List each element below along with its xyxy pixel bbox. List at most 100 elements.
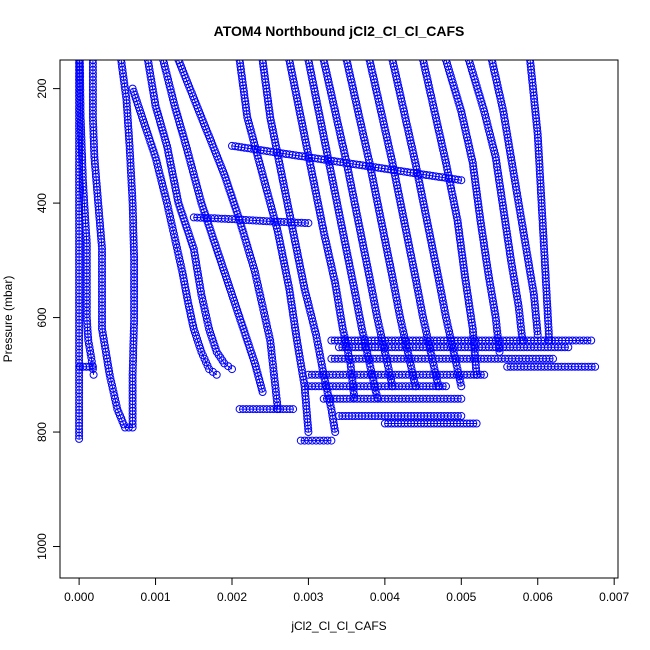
data-point — [459, 264, 468, 272]
data-point — [399, 213, 408, 222]
data-point — [236, 62, 245, 71]
data-point — [308, 78, 317, 87]
data-point — [320, 155, 329, 164]
data-point — [363, 264, 372, 272]
data-point — [455, 232, 464, 241]
data-point — [286, 60, 294, 68]
data-point — [386, 260, 394, 269]
data-point — [406, 248, 415, 257]
data-point — [281, 189, 290, 198]
data-point — [163, 141, 171, 150]
data-point — [308, 173, 317, 182]
data-point — [260, 71, 269, 80]
data-point — [75, 418, 84, 427]
data-point — [121, 423, 129, 432]
data-point — [452, 213, 461, 222]
data-point — [302, 141, 311, 150]
data-point — [272, 148, 281, 157]
data-point — [299, 126, 308, 134]
profile-series — [503, 362, 600, 371]
data-point — [454, 225, 463, 234]
data-point — [278, 173, 287, 182]
data-point — [264, 100, 273, 109]
data-point — [284, 205, 293, 214]
data-point — [280, 186, 289, 195]
data-point — [396, 197, 405, 206]
data-point — [402, 229, 411, 237]
data-point — [383, 248, 392, 257]
data-point — [549, 354, 557, 363]
data-point — [117, 60, 126, 64]
data-point — [545, 354, 554, 363]
profile-series — [319, 394, 466, 403]
data-point — [390, 166, 399, 175]
data-point — [415, 181, 424, 190]
data-point — [501, 217, 510, 226]
data-point — [262, 87, 271, 96]
data-point — [256, 146, 265, 155]
data-point — [333, 202, 342, 211]
data-point — [234, 142, 243, 151]
data-point — [240, 91, 249, 99]
data-point — [426, 232, 435, 241]
data-point — [431, 260, 440, 269]
x-tick-label: 0.004 — [370, 590, 400, 604]
profile-series — [464, 60, 527, 345]
data-point — [263, 94, 272, 103]
data-point — [459, 257, 467, 266]
profile-series — [380, 419, 481, 428]
data-point — [564, 343, 573, 352]
data-point — [297, 269, 306, 278]
data-point — [298, 152, 307, 161]
data-point — [294, 151, 303, 160]
data-point — [408, 260, 417, 269]
data-point — [343, 250, 352, 258]
data-point — [314, 154, 322, 163]
data-point — [425, 229, 434, 237]
data-layer — [75, 60, 600, 445]
profile-series — [304, 370, 489, 379]
data-point — [171, 186, 180, 195]
y-axis-label: Pressure (mbar) — [1, 276, 15, 363]
data-point — [239, 87, 248, 96]
data-point — [181, 283, 190, 292]
data-point — [360, 248, 369, 257]
profile-series — [327, 354, 557, 363]
data-point — [260, 68, 269, 77]
data-point — [347, 184, 356, 193]
data-point — [441, 173, 450, 182]
data-point — [241, 100, 250, 109]
data-point — [250, 145, 259, 154]
data-point — [456, 238, 465, 247]
data-point — [87, 353, 96, 362]
data-point — [281, 265, 290, 274]
profile-series — [526, 60, 554, 345]
data-point — [498, 198, 507, 207]
data-point — [318, 126, 327, 134]
data-point — [315, 436, 324, 445]
profile-series — [296, 436, 336, 445]
data-point — [165, 154, 174, 163]
data-point — [457, 412, 466, 420]
data-point — [311, 91, 320, 99]
data-point — [286, 291, 295, 300]
data-point — [453, 394, 462, 403]
data-point — [284, 202, 292, 211]
data-point — [289, 405, 298, 414]
data-point — [321, 138, 329, 147]
data-point — [312, 94, 321, 103]
data-point — [425, 171, 434, 180]
data-point — [403, 168, 412, 177]
data-point — [275, 157, 284, 166]
data-point — [339, 158, 348, 167]
data-point — [453, 412, 462, 420]
data-point — [294, 253, 303, 262]
data-point — [496, 185, 505, 194]
data-point — [268, 126, 277, 134]
data-point — [253, 145, 262, 154]
data-point — [529, 88, 538, 97]
data-point — [291, 151, 300, 160]
data-point — [393, 166, 402, 175]
data-point — [290, 320, 299, 329]
data-point — [266, 147, 275, 156]
